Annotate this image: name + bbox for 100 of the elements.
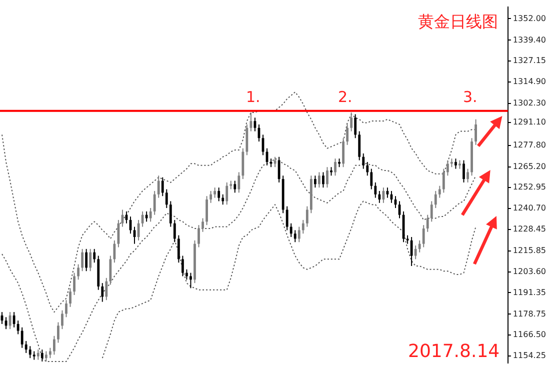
candlestick xyxy=(77,264,80,280)
candlestick xyxy=(85,248,88,272)
candlestick xyxy=(93,248,96,264)
candlestick xyxy=(222,194,224,206)
candlestick xyxy=(362,152,365,170)
candlestick xyxy=(16,320,20,335)
candlestick xyxy=(366,161,369,176)
candlestick xyxy=(210,190,212,204)
candlestick xyxy=(145,210,148,222)
candlestick xyxy=(165,188,168,209)
candlestick xyxy=(306,206,308,228)
candlestick xyxy=(418,240,421,253)
candlestick xyxy=(105,277,108,301)
candlestick xyxy=(40,349,44,362)
candlestick xyxy=(190,272,192,289)
y-tick-label: 1252.95 xyxy=(512,182,546,192)
candlestick xyxy=(109,255,112,286)
candlestick xyxy=(382,187,385,204)
candlestick xyxy=(422,224,425,248)
candlestick xyxy=(161,176,164,197)
candlestick xyxy=(474,118,477,146)
y-tick-label: 1228.45 xyxy=(512,224,546,234)
candlestick xyxy=(12,312,16,328)
candlestick xyxy=(430,200,433,222)
y-tick-label: 1327.15 xyxy=(512,56,546,66)
candlestick xyxy=(410,236,413,266)
candlestick xyxy=(117,219,120,248)
candlestick xyxy=(173,219,176,243)
candlestick xyxy=(177,234,180,264)
candlestick xyxy=(278,156,280,183)
candlestick xyxy=(202,218,204,232)
y-tick-label: 1203.60 xyxy=(512,266,546,276)
candlestick xyxy=(442,168,445,194)
candlestick xyxy=(318,172,320,188)
candlestick xyxy=(69,288,72,308)
candlestick xyxy=(346,124,349,146)
candlestick xyxy=(113,240,116,264)
y-tick-label: 1154.25 xyxy=(512,351,546,360)
candlestick xyxy=(186,268,188,280)
annotation: 2. xyxy=(338,88,352,106)
candlestick xyxy=(294,230,296,243)
candlestick xyxy=(370,168,373,190)
y-tick-label: 1352.00 xyxy=(512,14,546,23)
annotation: 1. xyxy=(246,88,260,106)
candlestick xyxy=(242,148,244,180)
candlestick xyxy=(206,196,208,226)
candlestick xyxy=(218,187,220,202)
candlestick xyxy=(414,245,417,260)
candlestick xyxy=(53,335,56,356)
y-tick-label: 1240.70 xyxy=(512,204,546,213)
candlestick xyxy=(454,158,457,170)
candlestick xyxy=(298,226,300,243)
candlestick xyxy=(214,187,216,198)
candlestick xyxy=(438,185,441,198)
candlestick xyxy=(89,248,92,272)
candlestick xyxy=(234,180,236,194)
candlestick xyxy=(181,255,184,277)
candlestick xyxy=(61,310,64,330)
candlestick xyxy=(246,124,248,156)
candlestick xyxy=(314,175,316,188)
y-tick-label: 1291.10 xyxy=(512,118,546,127)
candlestick xyxy=(44,350,48,362)
candlestick xyxy=(24,340,28,354)
y-tick-label: 1339.40 xyxy=(512,35,546,44)
candlestick xyxy=(36,349,40,360)
candlestick xyxy=(226,182,228,206)
candlestick xyxy=(198,224,200,248)
candlestick xyxy=(334,158,336,176)
line-series xyxy=(2,92,476,313)
y-tick-label: 1277.80 xyxy=(512,140,546,150)
candlestick xyxy=(342,138,344,168)
candlestick xyxy=(290,222,292,238)
y-tick-label: 1215.85 xyxy=(512,246,546,255)
candlestick xyxy=(20,326,24,348)
candlestick xyxy=(326,166,328,188)
y-tick-label: 1265.20 xyxy=(512,162,546,171)
candlestick xyxy=(466,168,469,183)
candlestick xyxy=(169,200,172,228)
candlestick xyxy=(149,208,152,222)
candlestick xyxy=(462,160,465,183)
candlestick xyxy=(73,272,76,296)
candlestick xyxy=(238,172,240,194)
candlestick xyxy=(48,347,52,359)
y-tick-label: 1191.35 xyxy=(512,288,546,297)
candlestick xyxy=(434,190,437,209)
y-tick-label: 1166.50 xyxy=(512,330,546,340)
candlestick xyxy=(426,214,429,232)
candlestick xyxy=(378,190,381,204)
y-tick-label: 1178.75 xyxy=(512,309,546,318)
annotation: 3. xyxy=(463,88,478,106)
candlestick xyxy=(153,190,156,216)
y-tick-label: 1314.90 xyxy=(512,77,546,86)
y-tick-label: 1302.30 xyxy=(512,98,546,108)
candlestick xyxy=(374,182,377,198)
candlestick xyxy=(350,112,353,132)
chart-title: 黄金日线图 xyxy=(418,12,498,31)
candlestick xyxy=(358,130,361,161)
candlestick xyxy=(302,219,304,234)
candlestick xyxy=(81,248,84,272)
candlestick xyxy=(250,112,252,132)
